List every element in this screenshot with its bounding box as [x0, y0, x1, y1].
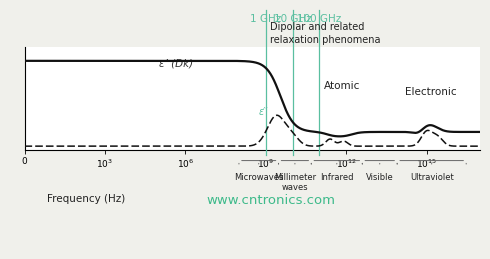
Text: Microwaves: Microwaves	[234, 173, 283, 182]
Text: Atomic: Atomic	[324, 81, 361, 91]
Text: 1 GHz: 1 GHz	[250, 14, 281, 24]
Text: Millimeter
waves: Millimeter waves	[274, 173, 316, 192]
Text: Visible: Visible	[366, 173, 393, 182]
Text: www.cntronics.com: www.cntronics.com	[207, 194, 336, 207]
Text: Frequency (Hz): Frequency (Hz)	[48, 194, 125, 204]
Text: Ultraviolet: Ultraviolet	[410, 173, 454, 182]
Text: Electronic: Electronic	[405, 87, 456, 97]
Text: 10 GHz: 10 GHz	[274, 14, 312, 24]
Text: ε’ (Dk): ε’ (Dk)	[159, 59, 193, 69]
Text: 100 GHz: 100 GHz	[297, 14, 342, 24]
Text: ε′′: ε′′	[259, 107, 269, 117]
Text: Infrared: Infrared	[320, 173, 354, 182]
Text: Dipolar and related
relaxation phenomena: Dipolar and related relaxation phenomena	[270, 22, 381, 45]
